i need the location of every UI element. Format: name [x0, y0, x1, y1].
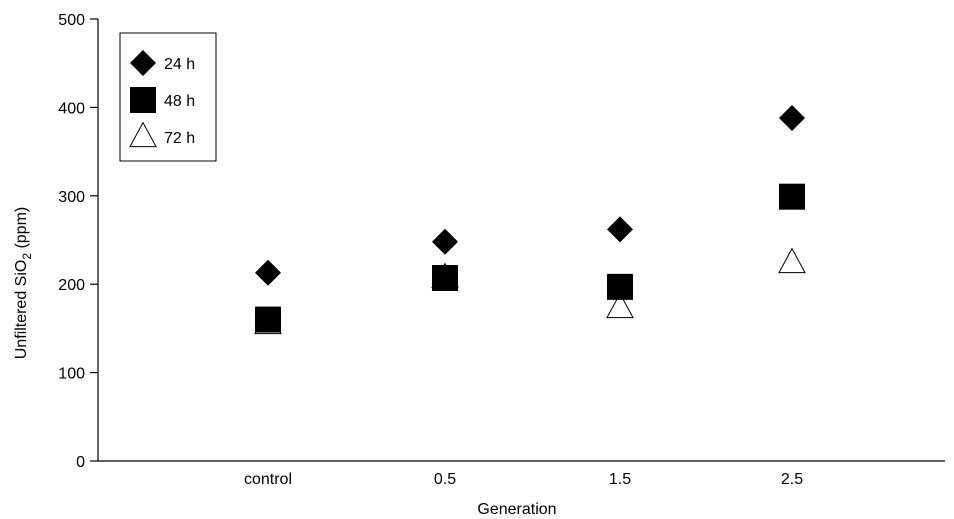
- y-tick-label: 400: [58, 100, 85, 117]
- legend-marker-72h: [129, 121, 157, 148]
- axes: [97, 19, 945, 462]
- data-point-48h-1: [432, 265, 458, 292]
- x-tick-label: 0.5: [434, 471, 456, 488]
- y-axis-title-main: Unfiltered SiO: [13, 260, 30, 360]
- legend-label: 24 h: [164, 56, 195, 73]
- y-tick-label: 500: [58, 12, 85, 29]
- data-point-24h-3: [779, 105, 805, 132]
- data-point-72h-2: [606, 292, 634, 319]
- y-tick-label: 200: [58, 277, 85, 294]
- y-axis-title-subscript: 2: [20, 253, 34, 260]
- data-points: [254, 105, 806, 335]
- y-axis-title-tail: (ppm): [13, 207, 30, 253]
- x-axis-title: Generation: [477, 501, 556, 518]
- data-point-24h-1: [432, 228, 458, 255]
- x-tick-label: control: [244, 471, 292, 488]
- y-tick-label: 0: [76, 454, 85, 471]
- x-tick-label: 2.5: [781, 471, 803, 488]
- data-point-48h-3: [779, 183, 805, 210]
- legend-label: 72 h: [164, 130, 195, 147]
- data-point-24h-2: [607, 216, 633, 243]
- legend-marker-24h: [130, 50, 156, 76]
- y-tick-label: 100: [58, 366, 85, 383]
- y-axis-ticks: 0 100 200 300 400 500: [58, 12, 98, 471]
- x-tick-label: 1.5: [609, 471, 631, 488]
- x-axis-ticks: control 0.5 1.5 2.5: [244, 471, 803, 488]
- y-tick-label: 300: [58, 189, 85, 206]
- y-axis-title: Unfiltered SiO2 (ppm): [13, 207, 34, 360]
- data-point-24h-0: [255, 259, 281, 286]
- legend-label: 48 h: [164, 93, 195, 110]
- legend-marker-48h: [130, 87, 156, 113]
- data-point-48h-0: [255, 306, 281, 333]
- data-point-48h-2: [607, 273, 633, 300]
- legend: 24 h 48 h 72 h: [119, 32, 217, 162]
- data-point-72h-3: [778, 247, 806, 274]
